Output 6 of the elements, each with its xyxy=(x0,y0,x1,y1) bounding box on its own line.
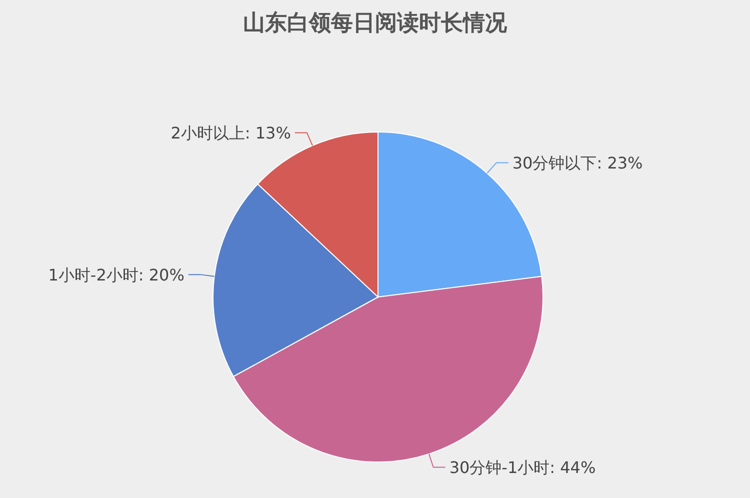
slice-label: 2小时以上: 13% xyxy=(170,124,291,143)
slice-label: 30分钟以下: 23% xyxy=(512,154,643,173)
chart-title: 山东白领每日阅读时长情况 xyxy=(243,10,508,36)
slice-label: 1小时-2小时: 20% xyxy=(48,266,184,285)
slice-label: 30分钟-1小时: 44% xyxy=(449,458,596,478)
pie-slice xyxy=(212,184,378,377)
